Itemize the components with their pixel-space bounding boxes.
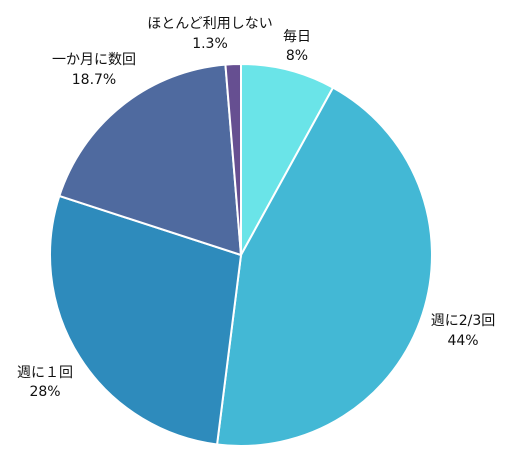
pie-slice-2 xyxy=(49,194,243,446)
slice-value-few-per-month: 18.7% xyxy=(72,72,116,88)
slice-value-daily: 8% xyxy=(286,48,308,64)
pie-slice-4 xyxy=(224,62,242,256)
pie-slice-0 xyxy=(240,62,335,256)
slice-value-once-per-week: 28% xyxy=(29,384,60,400)
slice-label-rarely: ほとんど利用しない xyxy=(147,16,273,32)
pie-labels: 毎日 8% 週に2/3回 44% 週に１回 28% 一か月に数回 18.7% ほ… xyxy=(17,16,495,400)
pie-slices xyxy=(49,62,433,447)
slice-value-rarely: 1.3% xyxy=(192,36,228,52)
slice-label-2-3-per-week: 週に2/3回 xyxy=(431,313,496,329)
pie-slice-1 xyxy=(215,86,433,447)
slice-value-2-3-per-week: 44% xyxy=(447,333,478,349)
pie-slice-3 xyxy=(58,63,243,257)
slice-label-few-per-month: 一か月に数回 xyxy=(52,52,136,68)
slice-label-once-per-week: 週に１回 xyxy=(17,365,73,381)
slice-label-daily: 毎日 xyxy=(283,29,311,45)
